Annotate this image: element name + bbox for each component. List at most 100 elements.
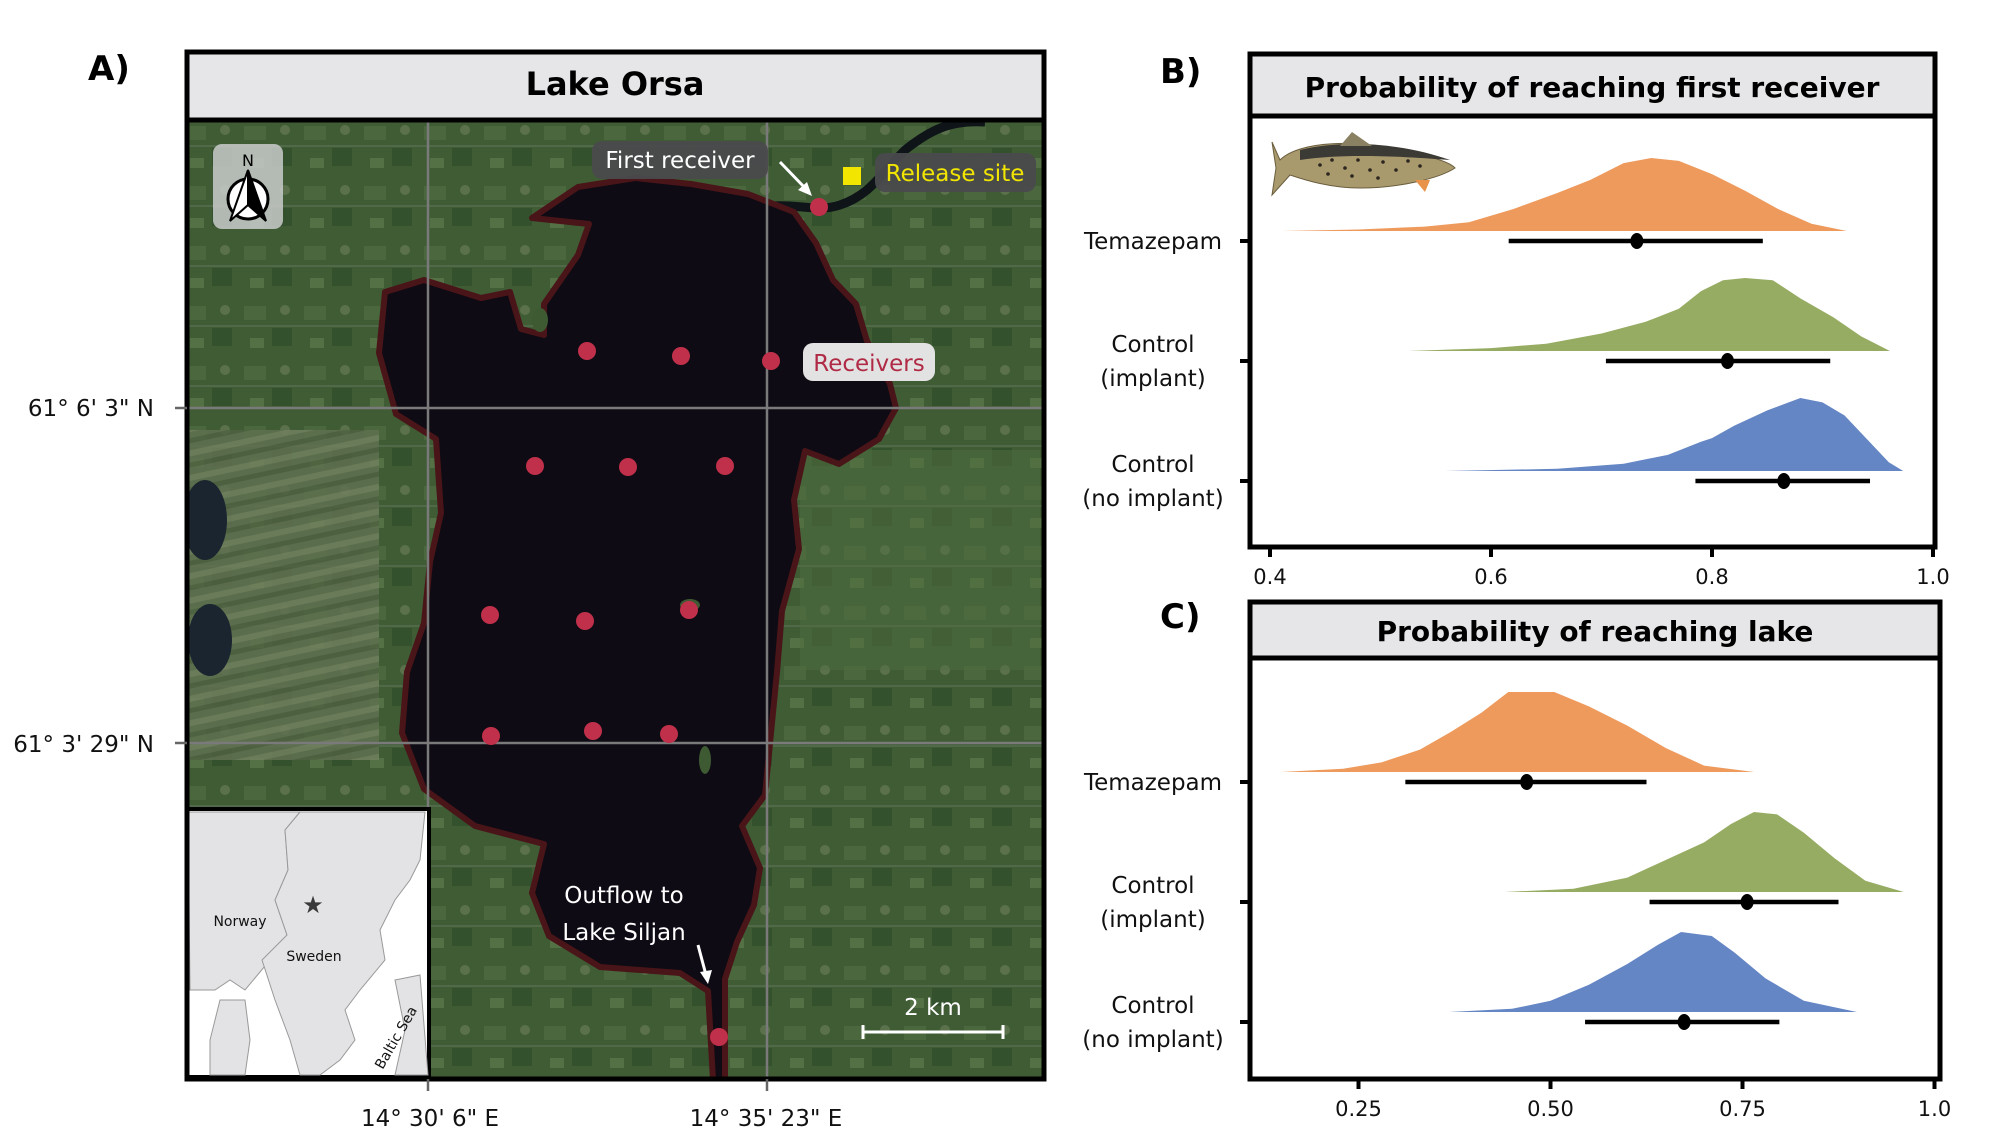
scale-bar: 2 km bbox=[861, 995, 1005, 1039]
panel-c: C) Probability of reaching lake Temazepa… bbox=[1082, 597, 1951, 1121]
outflow-label-line2: Lake Siljan bbox=[562, 920, 685, 946]
first-receiver-label: First receiver bbox=[605, 148, 755, 174]
north-label: N bbox=[242, 151, 254, 170]
release-site-label: Release site bbox=[886, 161, 1025, 187]
category-label: (implant) bbox=[1100, 907, 1205, 933]
category-label: Temazepam bbox=[1083, 770, 1222, 796]
category-label: (implant) bbox=[1100, 366, 1205, 392]
chart-b-header bbox=[1247, 51, 1938, 119]
density-temazepam bbox=[1280, 692, 1755, 772]
receivers-callout: Receivers bbox=[803, 343, 935, 381]
category-label: Control bbox=[1111, 873, 1194, 899]
map-title: Lake Orsa bbox=[526, 65, 705, 103]
receiver-marker[interactable] bbox=[576, 612, 594, 630]
chart-b-title: Probability of reaching first receiver bbox=[1305, 71, 1880, 104]
first-receiver-label-bg bbox=[592, 141, 768, 179]
x-tick-label: 0.6 bbox=[1474, 565, 1507, 589]
receiver-marker[interactable] bbox=[716, 457, 734, 475]
point-estimate bbox=[1520, 774, 1534, 790]
island bbox=[532, 308, 548, 332]
lon-label: 14° 30' 6" E bbox=[361, 1106, 499, 1132]
receiver-markers bbox=[481, 198, 828, 1046]
lat-label: 61° 6' 3" N bbox=[28, 396, 154, 422]
x-tick-label: 0.4 bbox=[1253, 565, 1286, 589]
receiver-marker[interactable] bbox=[584, 722, 602, 740]
small-lake bbox=[189, 480, 227, 560]
denmark-shape bbox=[209, 999, 251, 1076]
forest-area bbox=[800, 450, 1040, 670]
receiver-marker[interactable] bbox=[660, 725, 678, 743]
receiver-marker[interactable] bbox=[619, 458, 637, 476]
panel-c-letter: C) bbox=[1160, 597, 1201, 637]
density-control-no-implant bbox=[1444, 398, 1904, 471]
lon-label: 14° 35' 23" E bbox=[690, 1106, 843, 1132]
category-label: (no implant) bbox=[1082, 1027, 1223, 1053]
arrowhead-icon bbox=[700, 970, 712, 984]
receivers-label: Receivers bbox=[813, 351, 925, 377]
density-control-implant bbox=[1504, 812, 1904, 892]
outflow-label-line1: Outflow to bbox=[564, 883, 683, 909]
inset-label-sweden: Sweden bbox=[286, 949, 341, 965]
arrowhead-icon bbox=[798, 182, 812, 196]
island bbox=[699, 746, 711, 774]
receiver-marker[interactable] bbox=[680, 601, 698, 619]
point-estimate bbox=[1777, 473, 1791, 489]
category-label: (no implant) bbox=[1082, 486, 1223, 512]
release-site-callout: Release site bbox=[875, 153, 1036, 192]
chart-b-marks: Temazepam Control (implant) Control (no impl… bbox=[1082, 158, 1950, 589]
receiver-marker[interactable] bbox=[526, 457, 544, 475]
inset-label-norway: Norway bbox=[213, 914, 266, 930]
point-estimate bbox=[1630, 233, 1644, 249]
first-receiver-callout: First receiver bbox=[592, 141, 812, 196]
panel-a: A) Lake Orsa bbox=[13, 49, 1047, 1132]
receiver-marker[interactable] bbox=[481, 606, 499, 624]
point-estimate bbox=[1677, 1014, 1691, 1030]
density-control-no-implant bbox=[1449, 932, 1857, 1012]
receiver-marker[interactable] bbox=[578, 342, 596, 360]
point-estimate bbox=[1720, 353, 1734, 369]
chart-c-title: Probability of reaching lake bbox=[1377, 615, 1814, 648]
north-arrow: N bbox=[213, 144, 283, 229]
x-tick-label: 0.50 bbox=[1527, 1097, 1574, 1121]
outflow-arrow-icon bbox=[696, 944, 708, 976]
inset-map: ★ Norway Sweden Baltic Sea bbox=[189, 807, 431, 1077]
receiver-marker[interactable] bbox=[482, 727, 500, 745]
x-tick-label: 1.0 bbox=[1918, 1097, 1951, 1121]
sweden-shape bbox=[261, 811, 426, 1076]
finland-coast-shape bbox=[394, 974, 429, 1076]
brown-trout-icon bbox=[1271, 132, 1456, 197]
release-site-label-bg bbox=[875, 153, 1036, 192]
receivers-label-bg bbox=[803, 343, 935, 381]
point-estimate bbox=[1740, 894, 1754, 910]
receiver-marker[interactable] bbox=[710, 1028, 728, 1046]
star-icon: ★ bbox=[302, 891, 324, 919]
outflow-callout: Outflow to Lake Siljan bbox=[562, 883, 712, 984]
panel-b-letter: B) bbox=[1160, 52, 1201, 92]
category-label: Control bbox=[1111, 993, 1194, 1019]
river bbox=[737, 122, 985, 220]
panel-b: B) Probability of reaching first receive… bbox=[1082, 51, 1950, 589]
panel-a-letter: A) bbox=[88, 49, 130, 89]
x-tick-label: 0.25 bbox=[1335, 1097, 1382, 1121]
chart-c-marks: Temazepam Control (implant) Control (no impl… bbox=[1082, 692, 1951, 1121]
lat-label: 61° 3' 29" N bbox=[13, 732, 154, 758]
satellite-map[interactable]: First receiver Release site Receivers Ou… bbox=[183, 122, 1042, 1080]
north-arrow-icon-dark bbox=[247, 169, 267, 222]
map-frame bbox=[184, 117, 1047, 1082]
category-label: Temazepam bbox=[1083, 229, 1222, 255]
density-control-implant bbox=[1408, 278, 1890, 351]
receiver-marker[interactable] bbox=[672, 347, 690, 365]
first-receiver-arrow-icon bbox=[778, 160, 808, 191]
farmland-area bbox=[189, 430, 379, 760]
first-receiver-marker[interactable] bbox=[810, 198, 828, 216]
category-label: Control bbox=[1111, 452, 1194, 478]
x-tick-label: 1.0 bbox=[1916, 565, 1949, 589]
release-site-marker[interactable] bbox=[843, 167, 861, 185]
scale-bar-label: 2 km bbox=[904, 995, 962, 1021]
x-tick-label: 0.8 bbox=[1695, 565, 1728, 589]
receiver-marker[interactable] bbox=[762, 352, 780, 370]
small-lake bbox=[189, 604, 232, 676]
chart-c-header bbox=[1247, 599, 1943, 661]
category-label: Control bbox=[1111, 332, 1194, 358]
